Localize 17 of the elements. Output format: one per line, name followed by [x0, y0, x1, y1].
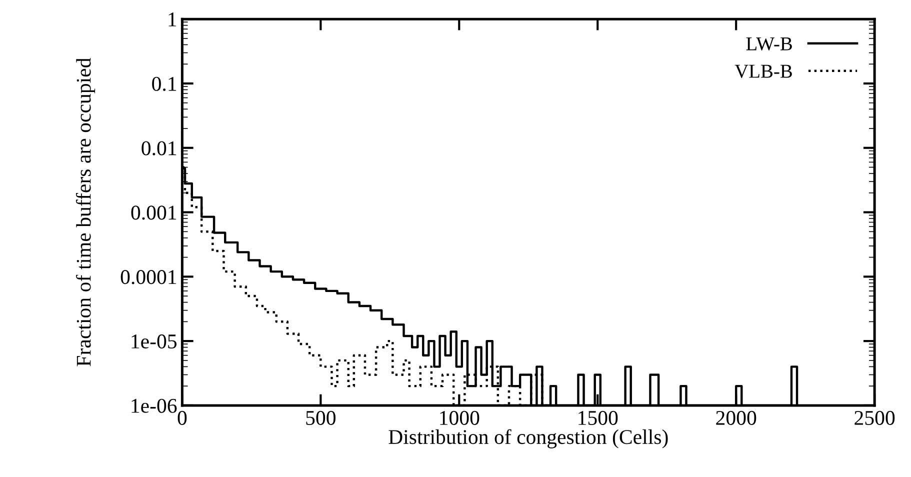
y-tick-label: 0.01 [142, 141, 176, 156]
legend-label: LW-B [746, 37, 792, 50]
y-tick-label: 1e-06 [132, 398, 177, 413]
x-tick-label: 2000 [716, 410, 756, 425]
y-tick-label: 0.0001 [120, 270, 176, 284]
x-tick-label: 500 [306, 410, 336, 425]
x-tick-label: 0 [178, 410, 187, 425]
y-tick-label: 0.001 [131, 206, 176, 220]
y-tick-label: 1e-05 [132, 334, 177, 348]
x-tick-label: 1500 [578, 410, 618, 425]
y-tick-label: 1 [168, 12, 176, 26]
x-tick-label: 2500 [854, 410, 895, 425]
y-tick-label: 0.1 [152, 76, 176, 91]
x-axis-title: Distribution of congestion (Cells) [388, 429, 668, 448]
x-tick-label: 1000 [440, 410, 480, 425]
legend-label: VLB-B [734, 64, 792, 78]
y-axis-title: Fraction of time buffers are occupied [76, 58, 96, 366]
